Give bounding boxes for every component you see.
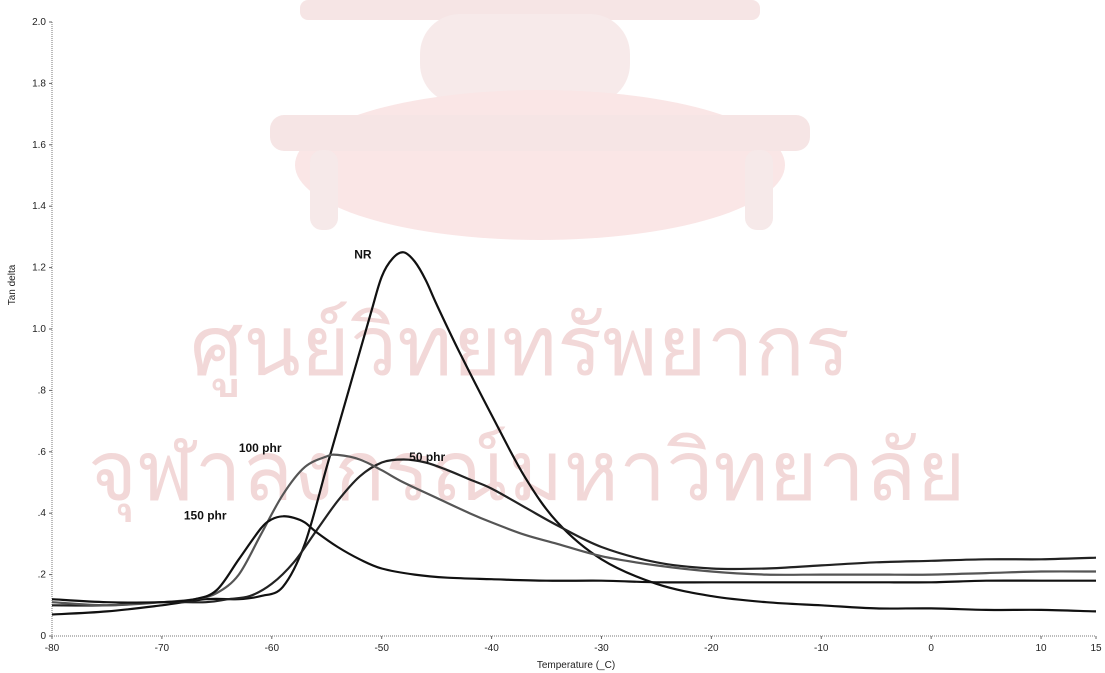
y-tick-label: 1.2 xyxy=(32,263,46,274)
y-tick-label: 1.4 xyxy=(32,201,46,212)
series-layer xyxy=(51,251,1097,616)
series-150-phr-line xyxy=(51,515,1096,604)
x-tick-label: 10 xyxy=(1035,643,1047,654)
series-50-phr-line xyxy=(51,458,1097,607)
y-tick-label: .2 xyxy=(38,570,47,581)
axes: 0 .2 .4 .6 .8 1.0 1.2 1.4 1.6 1.8 2.0 -80 -70 -60 -50 -… xyxy=(32,17,1102,654)
y-axis-title: Tan delta xyxy=(7,264,18,305)
y-tick-label: .4 xyxy=(38,508,47,519)
x-tick-label: -40 xyxy=(484,643,499,654)
y-tick-label: .8 xyxy=(38,385,47,396)
y-tick-label: 2.0 xyxy=(32,17,46,28)
x-axis-title: Temperature (_C) xyxy=(537,660,615,671)
series-nr-line xyxy=(51,251,1097,616)
series-label-100-phr: 100 phr xyxy=(239,441,282,455)
x-tick-label: -70 xyxy=(155,643,170,654)
x-tick-label: 0 xyxy=(928,643,934,654)
x-tick-label: -30 xyxy=(594,643,609,654)
series-label-50-phr: 50 phr xyxy=(409,450,445,464)
x-tick-label: -80 xyxy=(45,643,60,654)
y-tick-label: 1.8 xyxy=(32,78,46,89)
x-tick-label: -60 xyxy=(265,643,280,654)
x-tick-label: -20 xyxy=(704,643,719,654)
y-tick-label: 1.0 xyxy=(32,324,46,335)
series-label-nr: NR xyxy=(354,247,372,261)
series-100-phr-line xyxy=(51,453,1097,607)
y-tick-label: 0 xyxy=(40,631,46,642)
series-label-150-phr: 150 phr xyxy=(184,508,227,522)
y-tick-label: 1.6 xyxy=(32,140,46,151)
x-tick-label: 15 xyxy=(1090,643,1102,654)
series-labels: NR 100 phr 50 phr 150 phr xyxy=(184,247,446,522)
x-tick-label: -50 xyxy=(374,643,389,654)
y-tick-label: .6 xyxy=(38,447,47,458)
x-tick-label: -10 xyxy=(814,643,829,654)
